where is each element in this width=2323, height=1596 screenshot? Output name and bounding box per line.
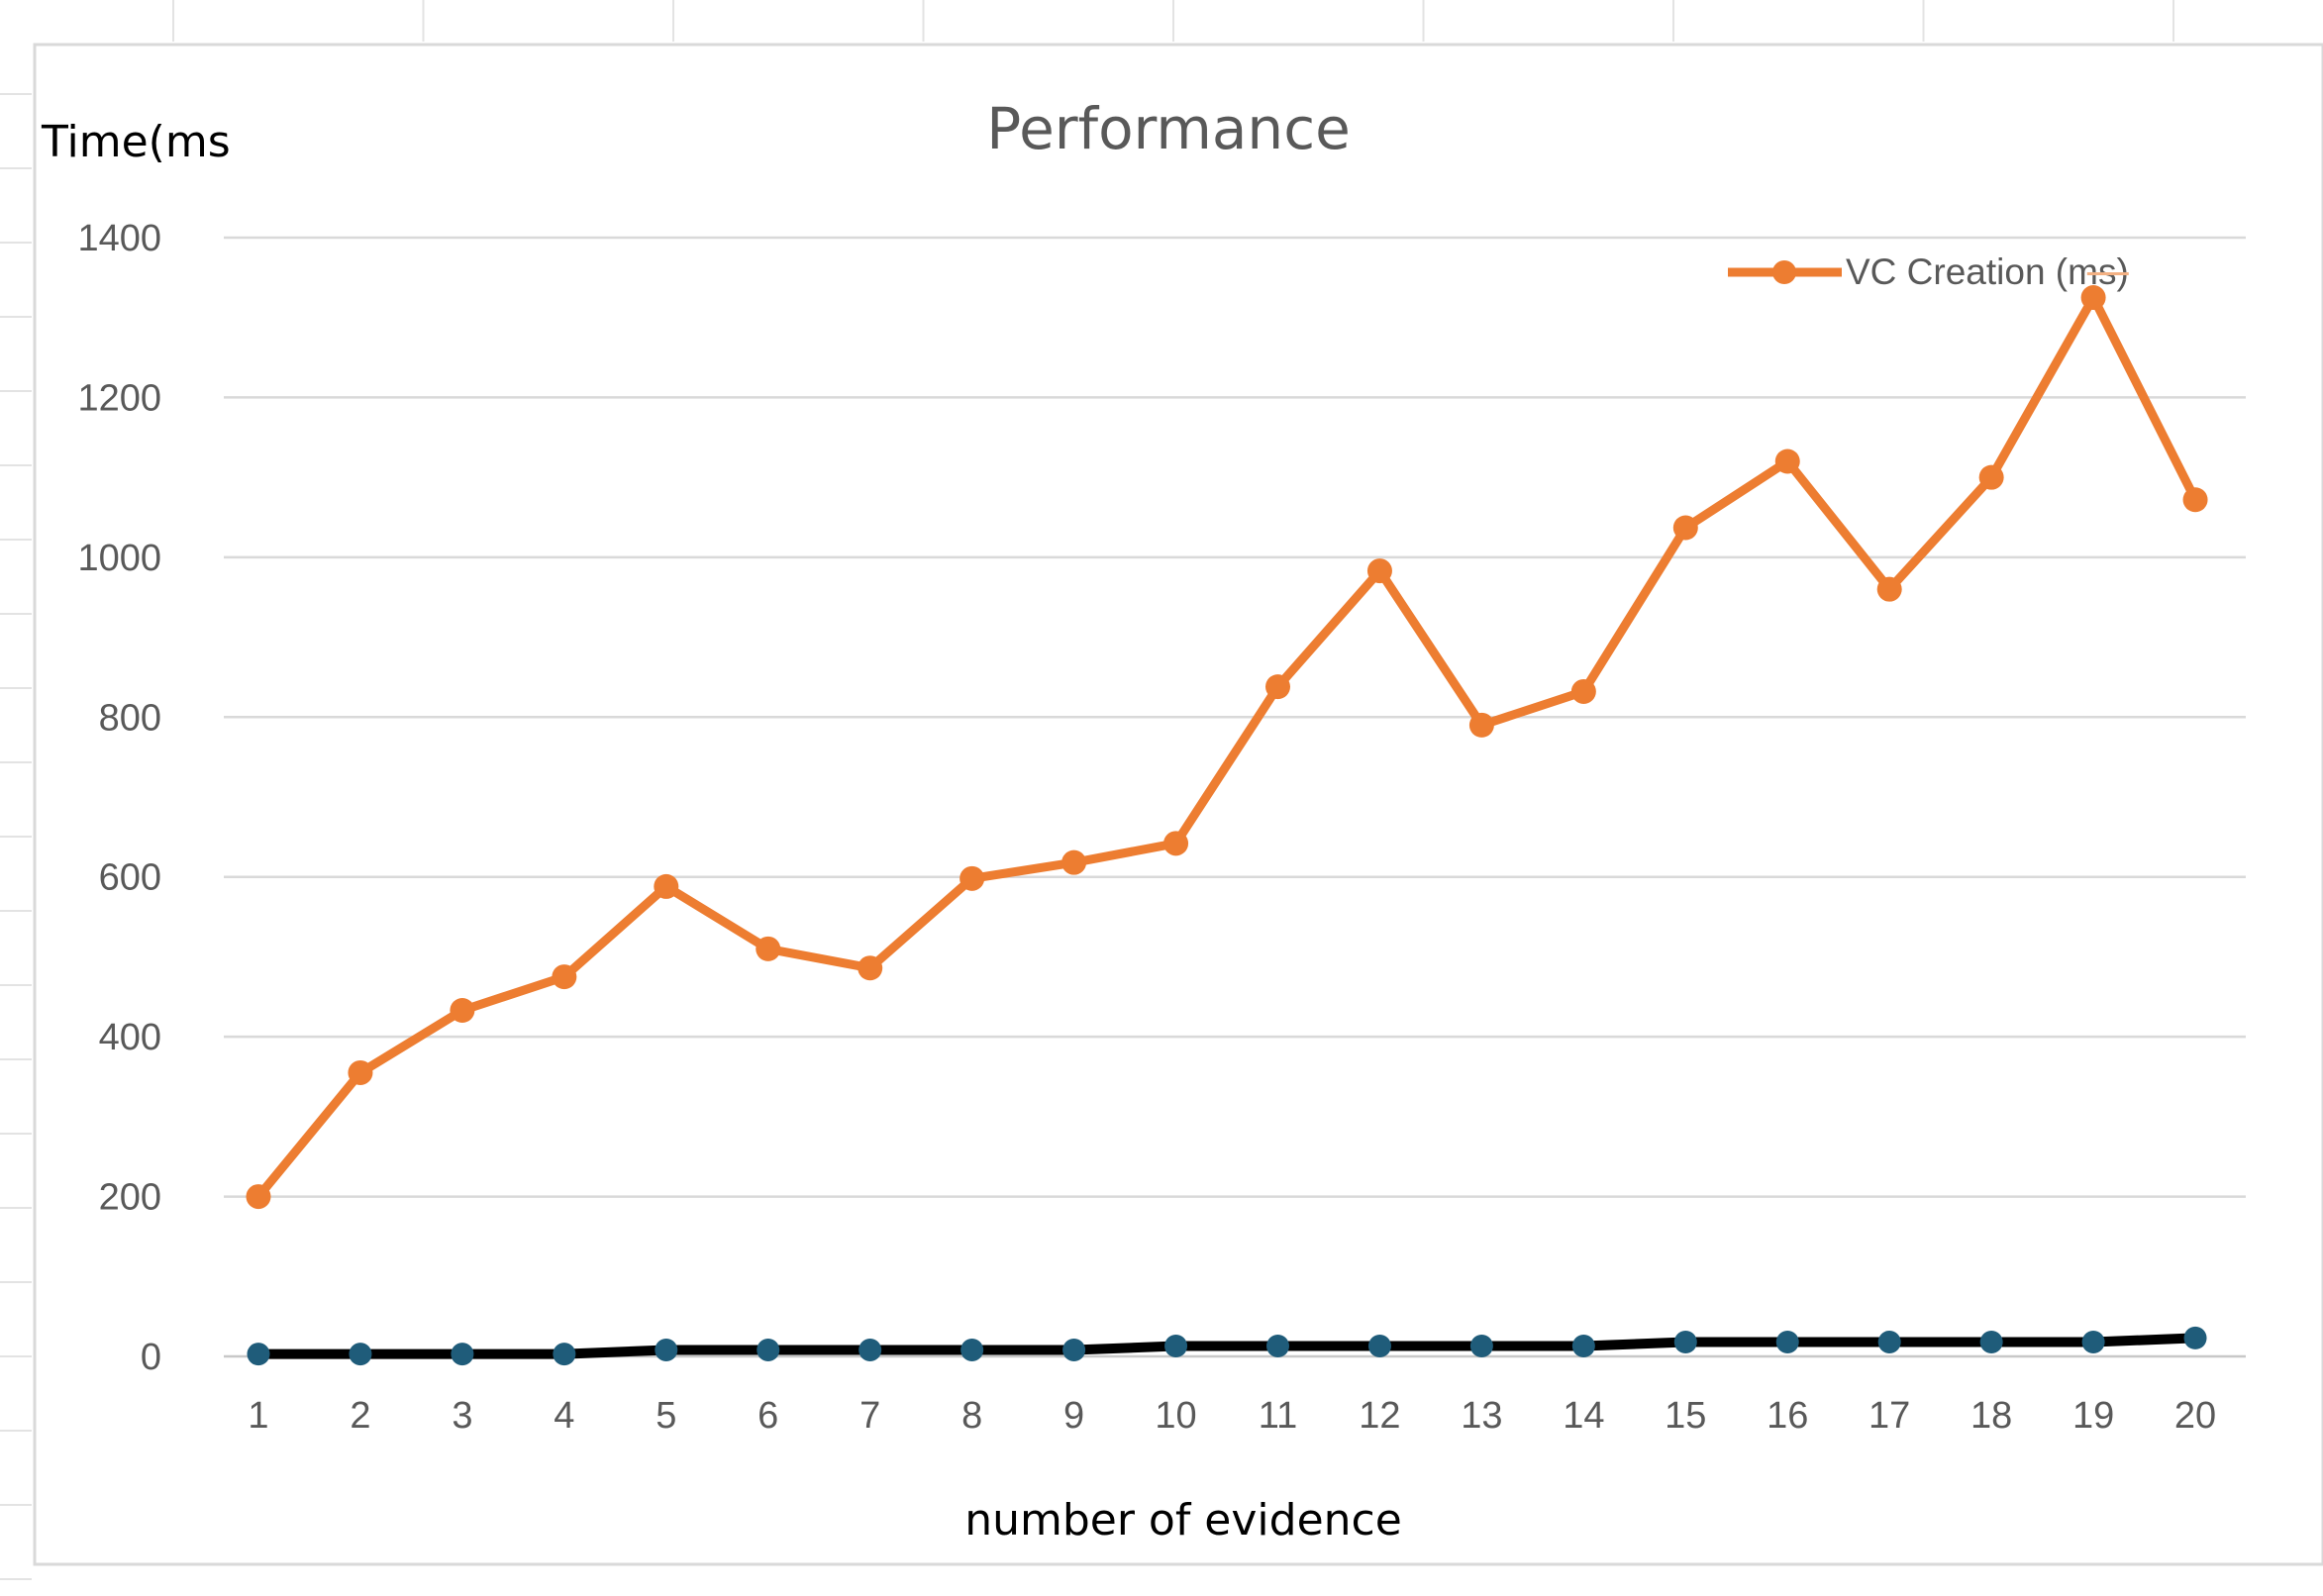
data-point	[1266, 1335, 1289, 1358]
data-point	[1062, 1339, 1086, 1362]
x-tick-label: 7	[859, 1395, 880, 1437]
x-tick-label: 2	[350, 1395, 370, 1437]
gridlines	[224, 236, 2246, 1358]
y-tick-label: 1200	[77, 377, 161, 419]
data-point	[1570, 678, 1596, 704]
data-point	[2080, 285, 2106, 311]
series-line	[253, 293, 2200, 1202]
data-point	[2182, 487, 2208, 513]
data-point	[1061, 849, 1087, 875]
x-tick-label: 11	[1259, 1395, 1297, 1437]
x-tick-label: 13	[1461, 1395, 1502, 1437]
series-line	[253, 1333, 2201, 1359]
y-tick-label: 1400	[77, 218, 161, 259]
y-axis-ticks: 0 200 400 600 800 1000 1200 1400	[77, 218, 161, 1378]
x-axis-title: number of evidence	[964, 1495, 1402, 1546]
data-point	[1978, 464, 2004, 490]
data-point	[1775, 1330, 1799, 1353]
y-tick-label: 1000	[77, 538, 161, 579]
data-point	[348, 1059, 373, 1085]
data-point	[654, 873, 679, 899]
x-tick-label: 15	[1665, 1395, 1706, 1437]
x-tick-label: 20	[2174, 1395, 2216, 1437]
y-tick-label: 0	[141, 1337, 161, 1378]
data-point	[1164, 1335, 1188, 1358]
data-point	[1673, 1330, 1697, 1353]
y-tick-label: 800	[99, 697, 161, 739]
data-point	[450, 998, 475, 1024]
data-point	[1367, 1335, 1391, 1358]
x-tick-label: 3	[452, 1395, 472, 1437]
data-point	[1366, 558, 1392, 584]
x-tick-label: 16	[1767, 1395, 1808, 1437]
data-point	[1163, 831, 1189, 856]
x-tick-label: 17	[1868, 1395, 1910, 1437]
data-point	[960, 865, 985, 891]
x-tick-label: 10	[1155, 1395, 1196, 1437]
x-tick-label: 12	[1359, 1395, 1400, 1437]
data-point	[246, 1184, 271, 1210]
data-point	[1468, 712, 1494, 738]
data-point	[756, 936, 781, 961]
y-tick-label: 200	[99, 1177, 161, 1219]
data-point	[552, 964, 577, 990]
data-point	[2081, 1330, 2105, 1353]
series-secondary	[247, 1326, 2207, 1366]
y-tick-label: 400	[99, 1017, 161, 1058]
legend-marker-vc-creation	[1772, 260, 1796, 284]
data-point	[757, 1339, 780, 1362]
x-tick-label: 9	[1063, 1395, 1084, 1437]
data-point	[1877, 1330, 1901, 1353]
y-axis-title: Time(ms	[41, 117, 231, 167]
x-tick-label: 8	[961, 1395, 982, 1437]
data-point	[2183, 1326, 2207, 1349]
series-vc-creation	[246, 285, 2208, 1210]
legend: VC Creation (ms)	[1728, 251, 2129, 292]
x-tick-label: 5	[656, 1395, 676, 1437]
data-point	[1469, 1335, 1493, 1358]
data-point	[1774, 449, 1800, 474]
data-point	[1265, 674, 1290, 700]
data-point	[553, 1343, 576, 1366]
data-point	[1876, 576, 1902, 602]
x-tick-label: 14	[1563, 1395, 1604, 1437]
data-point	[349, 1343, 372, 1366]
x-tick-label: 4	[554, 1395, 574, 1437]
legend-label-vc-creation: VC Creation (ms)	[1846, 251, 2129, 292]
chart-title: Performance	[986, 95, 1351, 162]
x-tick-label: 1	[248, 1395, 268, 1437]
chart-frame	[33, 43, 2323, 1566]
data-point	[1979, 1330, 2003, 1353]
data-point	[1571, 1335, 1595, 1358]
y-tick-label: 600	[99, 857, 161, 899]
x-tick-label: 18	[1970, 1395, 2012, 1437]
data-point	[655, 1339, 678, 1362]
data-point	[247, 1343, 270, 1366]
data-point	[1672, 515, 1698, 541]
data-point	[451, 1343, 474, 1366]
x-tick-label: 6	[758, 1395, 778, 1437]
series-layer	[246, 285, 2208, 1366]
data-point	[960, 1339, 984, 1362]
data-point	[858, 955, 883, 981]
x-tick-label: 19	[2072, 1395, 2114, 1437]
x-axis-ticks: 1 2 3 4 5 6 7 8 9 10 11 12 13 14 15 16 17 18 19 20	[248, 1395, 2216, 1437]
data-point	[858, 1339, 882, 1362]
